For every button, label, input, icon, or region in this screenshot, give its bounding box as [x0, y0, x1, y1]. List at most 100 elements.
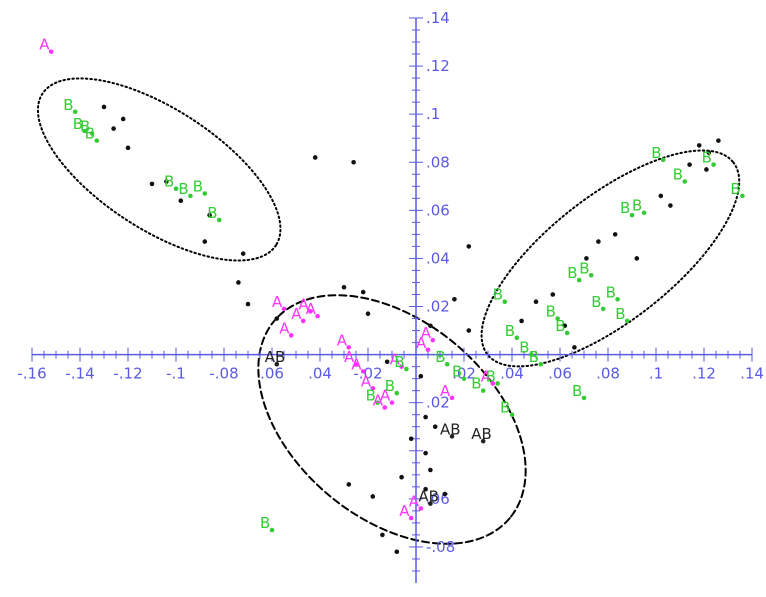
data-point-b	[72, 109, 78, 115]
data-point	[466, 244, 472, 249]
data-point-ab	[274, 361, 280, 367]
data-point-ab	[428, 501, 433, 506]
point-label-b: B	[519, 339, 529, 357]
data-point	[370, 494, 376, 499]
x-tick-label: -.16	[17, 365, 46, 383]
data-point	[423, 486, 428, 492]
data-point-b	[682, 179, 688, 184]
point-label-b: B	[591, 293, 601, 311]
data-point	[101, 104, 107, 110]
point-label-b: B	[366, 387, 376, 405]
data-point-a	[425, 347, 431, 353]
point-label-a: A	[344, 348, 355, 366]
data-point-a	[418, 506, 424, 511]
data-point	[274, 316, 280, 321]
data-point	[384, 359, 390, 365]
x-tick-label: -.02	[353, 365, 382, 383]
y-tick-label: .02	[426, 394, 450, 412]
data-point	[634, 256, 640, 261]
point-label-a: A	[272, 293, 283, 311]
point-label-ab: AB	[418, 488, 439, 506]
point-label-b: B	[164, 173, 174, 191]
point-label-b: B	[493, 286, 503, 304]
data-point-b	[740, 193, 745, 199]
data-point-b	[202, 191, 208, 196]
axes: -.16 -.14 -.12 -.1 -.08 .06 .04 -.02 .02 .04 .06 .0…	[17, 9, 764, 583]
data-point-a	[382, 405, 388, 410]
point-label-b: B	[579, 259, 589, 277]
data-point	[696, 143, 702, 148]
data-point-a	[315, 313, 320, 319]
point-label-b: B	[452, 363, 462, 381]
data-point-a	[288, 333, 294, 338]
point-label-b: B	[207, 204, 217, 222]
data-point-b	[711, 162, 716, 167]
x-tick-label: .04	[308, 365, 332, 383]
data-point-b	[82, 128, 88, 134]
data-point-b	[394, 390, 400, 396]
point-label-a: A	[409, 492, 420, 510]
data-point-a	[449, 395, 455, 401]
data-point-b	[269, 527, 275, 533]
x-tick-label: .14	[740, 365, 764, 383]
data-point	[612, 232, 618, 237]
data-point-a	[300, 318, 306, 324]
data-point-a	[430, 337, 436, 343]
point-label-a: A	[279, 319, 290, 337]
point-label-a: A	[39, 36, 50, 54]
point-label-a: A	[361, 372, 372, 390]
point-label-b: B	[471, 375, 481, 393]
x-tick-label: -.12	[113, 365, 142, 383]
data-point-ab	[449, 434, 455, 439]
data-point	[351, 159, 356, 165]
data-point-a	[408, 515, 414, 521]
data-point	[365, 311, 371, 317]
point-label-b: B	[673, 165, 683, 183]
data-point-a	[389, 400, 395, 405]
point-label-a: A	[351, 355, 362, 373]
data-point-b	[461, 376, 467, 381]
point-label-b: B	[529, 348, 539, 366]
point-label-a: A	[399, 502, 410, 520]
data-point	[111, 126, 116, 131]
data-point	[658, 193, 664, 199]
data-point	[550, 292, 556, 297]
data-point-b	[615, 296, 620, 302]
data-points	[48, 49, 745, 555]
x-tick-label: -.14	[65, 365, 94, 383]
x-tick-label: .12	[692, 365, 716, 383]
data-point	[428, 467, 433, 473]
data-point	[346, 482, 352, 487]
cluster-ellipse-3	[480, 149, 741, 368]
data-point-b	[480, 388, 486, 393]
point-label-a: A	[306, 300, 317, 318]
point-label-b: B	[385, 377, 395, 395]
data-point-a	[48, 49, 54, 54]
data-point-a	[370, 385, 376, 391]
data-point-b	[624, 318, 630, 324]
data-point	[562, 323, 568, 329]
data-point	[668, 203, 673, 208]
x-tick-label: .1	[649, 365, 663, 383]
data-point-b	[188, 193, 193, 199]
point-label-b: B	[486, 367, 496, 385]
point-label-b: B	[567, 264, 577, 282]
data-point	[432, 424, 438, 430]
point-label-a: A	[421, 324, 432, 342]
data-point	[245, 301, 251, 307]
data-point-b	[509, 412, 515, 418]
point-label-a: A	[390, 351, 401, 369]
x-tick-label: .04	[500, 365, 524, 383]
data-point	[418, 373, 424, 379]
data-point	[125, 145, 131, 151]
data-point	[584, 256, 589, 261]
y-tick-label: .02	[426, 298, 450, 316]
point-label-b: B	[615, 305, 625, 323]
data-point	[716, 138, 721, 143]
data-point-b	[94, 138, 100, 143]
data-point-b	[576, 277, 582, 283]
point-label-a: A	[416, 334, 427, 352]
data-point	[423, 414, 428, 420]
